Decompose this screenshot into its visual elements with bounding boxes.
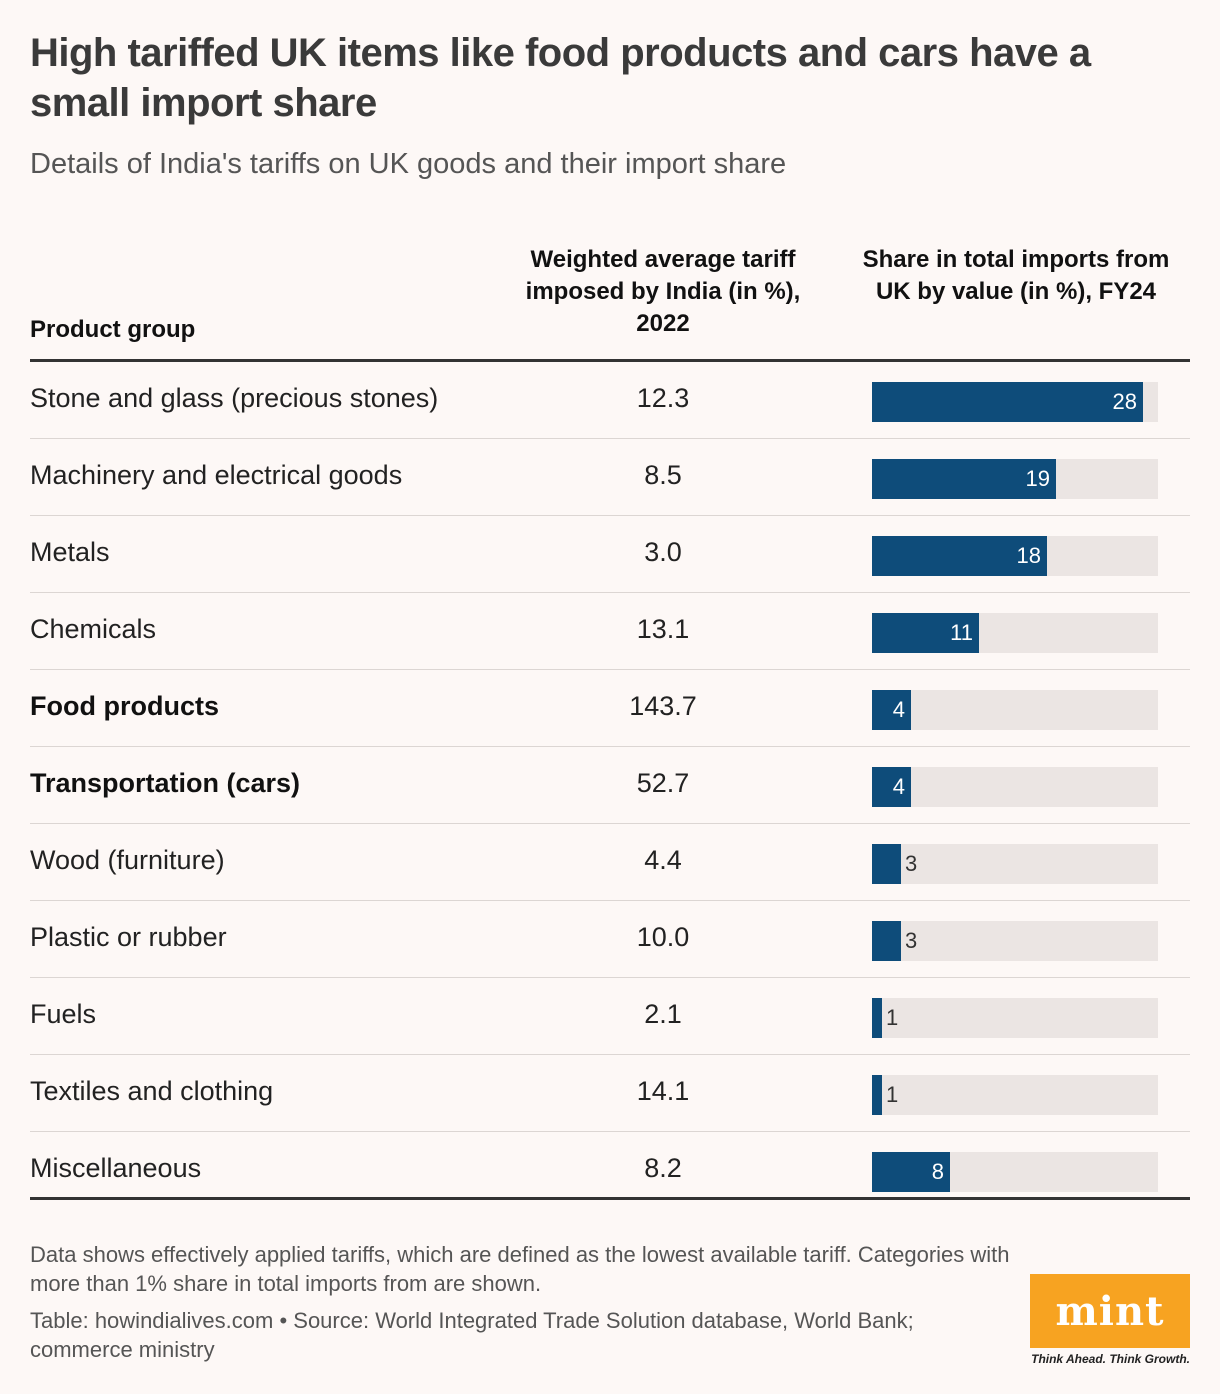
share-value-label: 8 [931, 1159, 944, 1184]
share-bar [872, 690, 911, 730]
product-label: Textiles and clothing [30, 1076, 274, 1106]
share-bar-track: 4 [872, 690, 1158, 730]
tariff-value: 143.7 [629, 691, 697, 721]
share-value-label: 28 [1112, 389, 1137, 414]
table-row: Wood (furniture) 4.4 3 [30, 824, 1190, 901]
chart-title: High tariffed UK items like food product… [30, 31, 1091, 125]
table-body: Stone and glass (precious stones) 12.3 28 M… [30, 362, 1190, 1208]
product-label: Food products [30, 691, 219, 721]
table-row: Miscellaneous 8.2 8 [30, 1132, 1190, 1208]
share-value-label: 3 [905, 928, 918, 953]
share-bar-track: 28 [872, 382, 1158, 422]
product-label: Stone and glass (precious stones) [30, 383, 439, 413]
product-label: Metals [30, 537, 110, 567]
share-bar-track: 3 [872, 921, 1158, 961]
product-label: Transportation (cars) [30, 768, 301, 798]
tariff-value: 8.5 [644, 460, 682, 490]
share-bar [872, 1152, 950, 1192]
table-row: Chemicals 13.1 11 [30, 593, 1190, 670]
column-header-share: Share in total imports from UK by value … [862, 246, 1170, 305]
share-bar [872, 459, 1056, 499]
share-value-label: 3 [905, 851, 918, 876]
share-bar-track: 1 [872, 1075, 1158, 1115]
table-row: Transportation (cars) 52.7 4 [30, 747, 1190, 824]
tariff-value: 10.0 [636, 922, 690, 952]
table-header: Product group Weighted average tariff im… [30, 244, 1190, 358]
tariff-value: 2.1 [644, 999, 682, 1029]
share-value-label: 1 [886, 1082, 899, 1107]
table-row: Textiles and clothing 14.1 1 [30, 1055, 1190, 1132]
product-label: Chemicals [30, 614, 157, 644]
logo-text: mint [1055, 1287, 1165, 1335]
share-value-label: 4 [892, 697, 905, 722]
header-divider [30, 359, 1190, 362]
tariff-value: 12.3 [636, 383, 690, 413]
column-header-product: Product group [30, 316, 196, 343]
tariff-value: 8.2 [644, 1153, 682, 1183]
share-value-label: 4 [892, 774, 905, 799]
share-bar [872, 998, 882, 1038]
share-value-label: 19 [1025, 466, 1050, 491]
share-value-label: 1 [886, 1005, 899, 1030]
mint-logo: mint [1030, 1274, 1190, 1348]
share-bar-track: 1 [872, 998, 1158, 1038]
share-bar [872, 844, 901, 884]
logo-tagline: Think Ahead. Think Growth. [1031, 1352, 1190, 1366]
share-bar-track: 8 [872, 1152, 1158, 1192]
table-row: Food products 143.7 4 [30, 670, 1190, 747]
chart-subtitle: Details of India's tariffs on UK goods a… [30, 148, 787, 180]
product-label: Miscellaneous [30, 1153, 202, 1183]
share-bar-track: 11 [872, 613, 1158, 653]
product-label: Fuels [30, 999, 97, 1029]
tariff-value: 14.1 [636, 1076, 690, 1106]
product-label: Machinery and electrical goods [30, 460, 403, 490]
source-note: Table: howindialives.com • Source: World… [30, 1308, 914, 1362]
footnotes: Data shows effectively applied tariffs, … [30, 1240, 1010, 1364]
share-value-label: 18 [1016, 543, 1041, 568]
share-bar [872, 1075, 882, 1115]
share-bar [872, 767, 911, 807]
share-bar [872, 536, 1047, 576]
share-value-label: 11 [950, 620, 973, 645]
column-header-tariff: Weighted average tariff imposed by India… [525, 246, 801, 337]
share-bar-track: 3 [872, 844, 1158, 884]
tariff-value: 3.0 [644, 537, 682, 567]
tariff-value: 13.1 [636, 614, 690, 644]
tariff-value: 4.4 [644, 845, 682, 875]
product-label: Wood (furniture) [30, 845, 225, 875]
product-label: Plastic or rubber [30, 922, 227, 952]
share-bar-track: 19 [872, 459, 1158, 499]
table-row: Stone and glass (precious stones) 12.3 28 [30, 362, 1190, 439]
table-row: Fuels 2.1 1 [30, 978, 1190, 1055]
share-bar [872, 613, 979, 653]
share-bar [872, 382, 1143, 422]
tariff-value: 52.7 [636, 768, 690, 798]
share-bar-track: 18 [872, 536, 1158, 576]
share-bar-track: 4 [872, 767, 1158, 807]
table-row: Machinery and electrical goods 8.5 19 [30, 439, 1190, 516]
share-bar [872, 921, 901, 961]
footer-divider [30, 1197, 1190, 1200]
data-note: Data shows effectively applied tariffs, … [30, 1242, 1010, 1296]
table-row: Plastic or rubber 10.0 3 [30, 901, 1190, 978]
table-row: Metals 3.0 18 [30, 516, 1190, 593]
